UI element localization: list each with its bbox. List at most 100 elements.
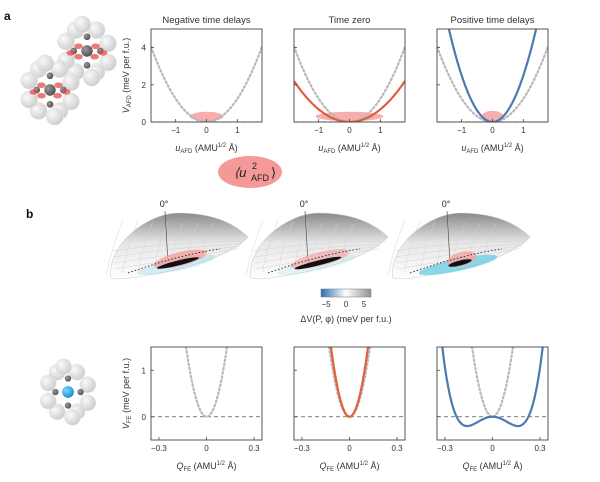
orbital-lobe bbox=[29, 89, 39, 95]
landscape-grid-line bbox=[113, 243, 243, 258]
landscape-grid-line bbox=[420, 221, 436, 271]
atom-o bbox=[77, 388, 84, 396]
series-reference bbox=[294, 45, 405, 122]
energy-landscapes: 0° 0° 0° bbox=[106, 199, 531, 280]
orbital-lobe bbox=[61, 89, 71, 95]
y-tick-label: 1 bbox=[142, 366, 147, 375]
panel-label-b: b bbox=[26, 207, 33, 221]
chart-time-zero: −1 0 1 Time zero uAFD (AMU1/2 Å) bbox=[293, 15, 406, 155]
x-tick-label: 0 bbox=[347, 126, 352, 135]
landscape-grid-line bbox=[122, 220, 139, 273]
y-axis-label: VAFD (meV per f.u.) bbox=[121, 38, 133, 114]
landscape-grid-line bbox=[112, 241, 245, 252]
series-reference bbox=[327, 347, 372, 418]
orbital-lobe bbox=[66, 50, 76, 56]
axes-frame bbox=[436, 28, 549, 123]
y-tick-label: 4 bbox=[142, 44, 147, 53]
x-axis-label: uAFD (AMU1/2 Å) bbox=[175, 143, 237, 155]
colorbar-tick: 5 bbox=[362, 300, 367, 309]
atom-ti bbox=[62, 386, 74, 398]
angle-label: 0° bbox=[300, 199, 309, 209]
landscape-grid-line bbox=[262, 220, 279, 273]
landscape-grid-line bbox=[395, 243, 525, 258]
x-tick-label: −0.3 bbox=[294, 444, 310, 453]
panel-label-a: a bbox=[4, 9, 11, 23]
series-positive-delays bbox=[441, 347, 544, 428]
x-tick-label: −1 bbox=[171, 126, 181, 135]
landscape-grid-line bbox=[404, 220, 421, 273]
chart-title: Negative time delays bbox=[162, 15, 250, 26]
atom-sr bbox=[99, 53, 117, 72]
landscape-grid-line bbox=[252, 241, 385, 252]
atom-sr bbox=[64, 408, 81, 426]
energy-landscape-1: 0° bbox=[106, 199, 249, 280]
series-reference bbox=[470, 347, 515, 418]
atom-sr bbox=[99, 34, 117, 53]
fluctuation-ellipse bbox=[189, 111, 224, 122]
u2-badge-close: ⟩ bbox=[271, 165, 276, 180]
zero-degree-line bbox=[446, 210, 451, 264]
landscape-grid-line bbox=[388, 219, 406, 275]
atom-o bbox=[83, 61, 91, 69]
u2-badge-text: ⟨u bbox=[234, 165, 246, 180]
x-tick-label: 0 bbox=[204, 444, 209, 453]
colorbar: −5 0 5 ΔV(P, φ) (meV per f.u.) bbox=[300, 288, 392, 324]
x-axis-label: QFE (AMU1/2 Å) bbox=[462, 461, 522, 473]
energy-landscape-2: 0° bbox=[246, 199, 389, 280]
atom-sr bbox=[39, 374, 57, 392]
x-tick-label: 1 bbox=[521, 126, 526, 135]
atom-sr bbox=[55, 358, 72, 376]
x-tick-label: 1 bbox=[378, 126, 383, 135]
atom-sr bbox=[62, 73, 80, 92]
orbital-lobe bbox=[74, 43, 83, 50]
y-tick-label: 0 bbox=[142, 118, 147, 127]
x-tick-label: −1 bbox=[457, 126, 467, 135]
chart-fe-time-zero: −0.3 0 0.3 QFE (AMU1/2 Å) bbox=[293, 346, 406, 473]
orbital-lobe bbox=[54, 82, 63, 89]
landscape-surface bbox=[392, 212, 531, 280]
angle-label: 0° bbox=[442, 199, 451, 209]
u2-afd-badge: ⟨u 2 AFD ⟩ bbox=[218, 156, 282, 188]
atom-sr bbox=[57, 32, 75, 51]
landscape-grid-line bbox=[246, 219, 264, 275]
atom-sr bbox=[29, 102, 48, 120]
axes-frame bbox=[293, 346, 406, 441]
atom-sr bbox=[79, 376, 97, 394]
series-time-zero bbox=[329, 347, 370, 418]
colorbar-gradient bbox=[320, 288, 372, 298]
axes-frame bbox=[293, 28, 406, 123]
x-axis-label: QFE (AMU1/2 Å) bbox=[176, 461, 236, 473]
orbital-lobe bbox=[37, 92, 46, 99]
x-axis-label: QFE (AMU1/2 Å) bbox=[319, 461, 379, 473]
orbital-lobe bbox=[90, 53, 99, 60]
dotted-contour bbox=[267, 248, 361, 274]
u2-badge-sup: 2 bbox=[252, 161, 257, 171]
chart-fe-reference: −0.3 0 0.3 0 1 QFE (AMU1/2 Å) VFE (meV per f.u… bbox=[121, 346, 263, 473]
atom-sr bbox=[73, 15, 92, 34]
x-axis-label: uAFD (AMU1/2 Å) bbox=[461, 143, 523, 155]
atom-sr bbox=[20, 90, 38, 109]
chart-fe-positive-delays: −0.3 0 0.3 QFE (AMU1/2 Å) bbox=[436, 346, 549, 473]
landscape-grid-line bbox=[278, 221, 294, 271]
atom-o bbox=[46, 100, 54, 108]
orbital-lobe bbox=[91, 43, 100, 50]
chart-title: Positive time delays bbox=[451, 15, 535, 26]
x-tick-label: 0.3 bbox=[535, 444, 547, 453]
x-tick-label: −1 bbox=[314, 126, 324, 135]
y-tick-label: 0 bbox=[142, 413, 147, 422]
y-tick-label: 2 bbox=[142, 81, 147, 90]
x-tick-label: 0.3 bbox=[392, 444, 404, 453]
atom-sr bbox=[48, 403, 66, 421]
dotted-contour bbox=[409, 248, 503, 274]
chart-positive-time-delays: −1 0 1 Positive time delays uAFD (AMU1/2 Å) bbox=[436, 15, 549, 155]
zero-degree-line bbox=[164, 210, 169, 264]
orbital-lobe bbox=[53, 92, 62, 99]
colorbar-label: ΔV(P, φ) (meV per f.u.) bbox=[300, 314, 391, 324]
atom-sr bbox=[79, 394, 97, 412]
landscape-grid-line bbox=[106, 219, 124, 275]
series-positive-delays bbox=[447, 29, 538, 122]
fluctuation-ellipse bbox=[481, 110, 504, 122]
atom-sr bbox=[36, 54, 55, 73]
landscape-surface bbox=[110, 212, 249, 280]
angle-label: 0° bbox=[160, 199, 169, 209]
